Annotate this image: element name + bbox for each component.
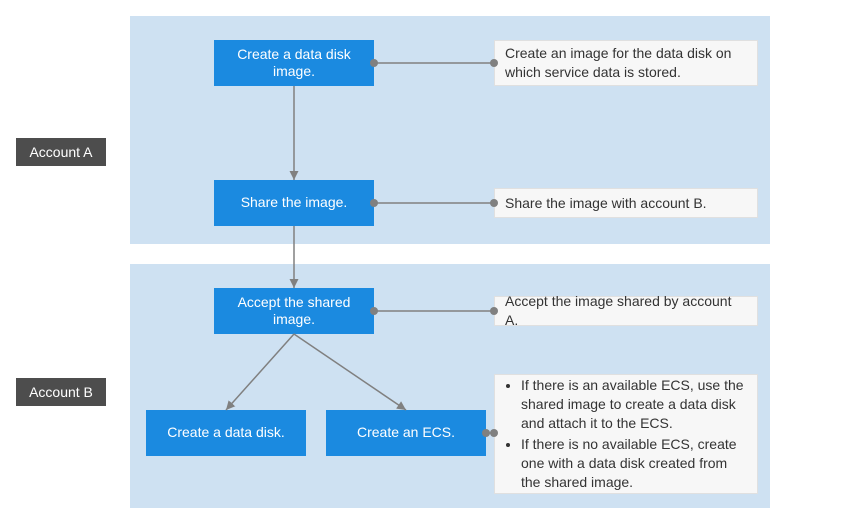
account-a-label: Account A — [16, 138, 106, 166]
desc-accept-image: Accept the image shared by account A. — [494, 296, 758, 326]
desc-create-options: If there is an available ECS, use the sh… — [494, 374, 758, 494]
desc-create-image: Create an image for the data disk on whi… — [494, 40, 758, 86]
node-share-the-image: Share the image. — [214, 180, 374, 226]
node-create-data-disk: Create a data disk. — [146, 410, 306, 456]
node-create-ecs: Create an ECS. — [326, 410, 486, 456]
desc-share-image: Share the image with account B. — [494, 188, 758, 218]
node-accept-shared-image: Accept the shared image. — [214, 288, 374, 334]
desc-bullet-1: If there is an available ECS, use the sh… — [521, 376, 747, 433]
account-b-label: Account B — [16, 378, 106, 406]
desc-bullet-2: If there is no available ECS, create one… — [521, 435, 747, 492]
node-create-data-disk-image: Create a data disk image. — [214, 40, 374, 86]
